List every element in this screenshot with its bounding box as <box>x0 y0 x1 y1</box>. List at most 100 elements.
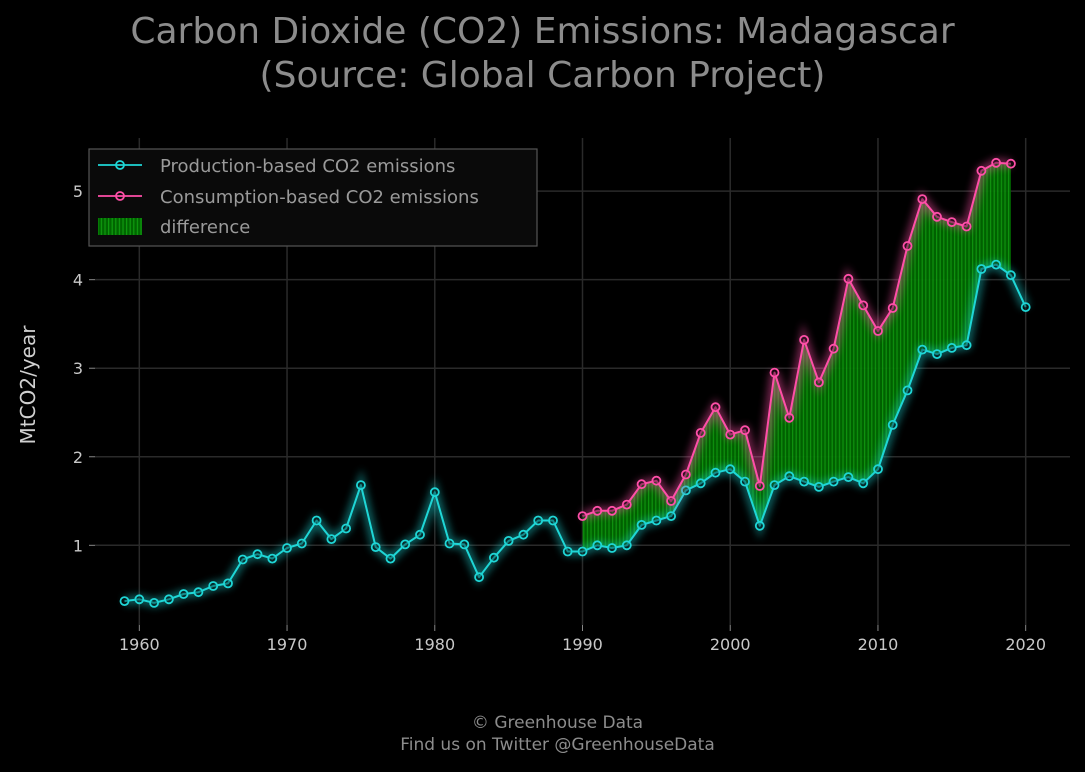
production-point <box>562 546 573 557</box>
consumption-point <box>695 427 706 438</box>
production-point <box>902 385 913 396</box>
y-tick-label: 4 <box>73 271 83 290</box>
y-tick-label: 3 <box>73 359 83 378</box>
production-point <box>636 520 647 530</box>
y-tick-label: 1 <box>73 536 83 555</box>
production-point <box>400 539 411 550</box>
production-point <box>651 515 662 526</box>
consumption-point <box>592 505 603 516</box>
production-point <box>326 534 337 544</box>
consumption-point <box>666 496 676 506</box>
production-point <box>119 596 130 606</box>
production-point <box>917 344 928 355</box>
consumption-point <box>607 505 617 516</box>
legend-difference-swatch <box>98 218 142 235</box>
production-point <box>548 515 558 526</box>
production-point <box>873 464 883 475</box>
production-point <box>237 554 248 565</box>
production-point <box>518 529 529 540</box>
consumption-point <box>799 334 809 345</box>
production-point <box>429 487 440 498</box>
production-point <box>577 546 588 557</box>
y-axis-label: MtCO2/year <box>16 325 40 445</box>
footer-copyright: © Greenhouse Data <box>471 713 644 733</box>
production-point <box>725 464 736 475</box>
consumption-point <box>651 475 662 486</box>
production-point <box>474 572 485 583</box>
consumption-point <box>917 194 928 205</box>
production-point <box>252 549 263 560</box>
consumption-point <box>681 469 691 480</box>
production-point <box>754 520 765 531</box>
consumption-line <box>582 161 1011 518</box>
consumption-point <box>932 211 942 222</box>
production-point <box>784 471 795 482</box>
consumption-point <box>902 241 913 251</box>
production-point <box>370 542 381 552</box>
production-point <box>666 511 676 521</box>
consumption-point <box>873 326 883 336</box>
legend: Production-based CO2 emissions Consumpti… <box>88 148 538 247</box>
production-point <box>607 543 617 553</box>
production-point <box>1006 270 1016 281</box>
x-tick-label: 1960 <box>119 635 160 654</box>
production-point <box>341 523 352 534</box>
consumption-point <box>814 377 824 388</box>
consumption-point <box>710 402 721 413</box>
production-point <box>769 480 780 491</box>
chart-title: Carbon Dioxide (CO2) Emissions: Madagasc… <box>0 10 1085 98</box>
consumption-point <box>725 429 736 440</box>
production-point <box>282 543 292 553</box>
series-lines <box>119 157 1031 608</box>
footer-twitter: Find us on Twitter @GreenhouseData <box>400 735 715 755</box>
x-tick-label: 1970 <box>267 635 308 654</box>
chart-title-line1: Carbon Dioxide (CO2) Emissions: Madagasc… <box>130 11 955 52</box>
production-point <box>385 553 396 564</box>
production-point <box>814 481 824 492</box>
production-point <box>208 581 219 591</box>
x-tick-label: 2000 <box>710 635 751 654</box>
production-point <box>843 472 854 483</box>
production-point <box>415 529 425 540</box>
production-point <box>621 540 632 551</box>
consumption-point <box>961 221 972 232</box>
legend-production-label: Production-based CO2 emissions <box>160 156 455 177</box>
production-point <box>740 476 750 487</box>
production-point <box>1020 302 1031 313</box>
legend-difference-label: difference <box>160 217 250 238</box>
consumption-point <box>828 343 839 354</box>
y-tick-label: 2 <box>73 448 83 467</box>
production-point <box>267 553 278 564</box>
production-point <box>932 349 942 360</box>
production-point <box>887 419 898 430</box>
production-point <box>193 587 204 598</box>
legend-production-marker <box>115 160 125 170</box>
difference-fill <box>582 162 1011 552</box>
production-point <box>134 594 145 605</box>
consumption-point <box>991 157 1001 168</box>
consumption-point <box>754 481 765 491</box>
production-point <box>976 264 987 274</box>
production-point <box>503 536 514 546</box>
x-tick-label: 1990 <box>562 635 603 654</box>
production-point <box>946 342 957 353</box>
difference-area <box>582 162 1011 552</box>
production-point <box>592 540 603 551</box>
production-point <box>799 476 809 487</box>
legend-consumption-marker <box>115 191 125 201</box>
production-point <box>695 478 706 489</box>
production-point <box>178 589 189 599</box>
consumption-point <box>858 300 869 311</box>
production-point <box>710 467 721 478</box>
consumption-point <box>784 412 795 423</box>
production-point <box>355 480 366 491</box>
production-point <box>223 578 233 589</box>
axes: 1960 1970 1980 1990 2000 2010 2020 1 2 3 4 5 <box>73 182 1046 654</box>
production-point <box>311 515 322 526</box>
consumption-point <box>976 165 987 176</box>
production-point <box>961 340 972 351</box>
y-tick-label: 5 <box>73 182 83 201</box>
consumption-point <box>577 511 588 521</box>
consumption-point <box>946 217 957 228</box>
